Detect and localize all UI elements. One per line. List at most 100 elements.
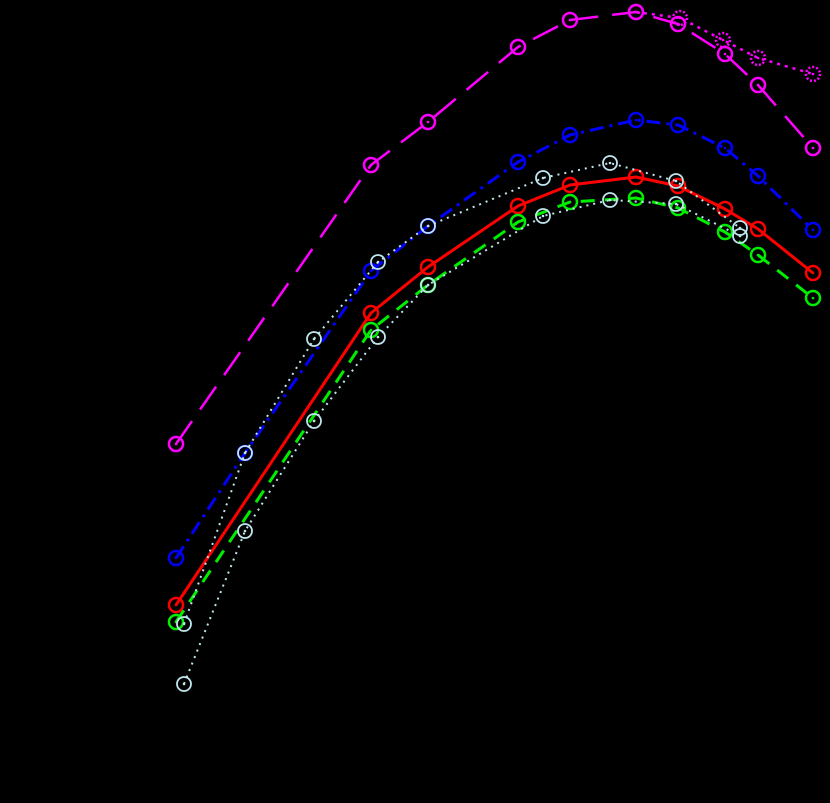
data-point-center bbox=[634, 10, 638, 14]
data-point-marker bbox=[419, 113, 437, 131]
data-point-marker bbox=[668, 196, 684, 212]
data-point-center bbox=[756, 253, 760, 257]
data-point-center bbox=[174, 442, 178, 446]
data-point-center bbox=[756, 83, 760, 87]
data-point-center bbox=[674, 202, 678, 206]
data-point-center bbox=[516, 45, 520, 49]
data-point-center bbox=[568, 200, 572, 204]
data-point-center bbox=[721, 38, 725, 42]
data-point-marker bbox=[370, 329, 386, 345]
data-point-center bbox=[678, 16, 682, 20]
data-point-marker bbox=[627, 168, 645, 186]
series-lightblue-dotted-lower bbox=[176, 192, 748, 692]
data-point-marker bbox=[167, 596, 185, 614]
data-point-marker bbox=[509, 38, 527, 56]
data-point-marker bbox=[804, 65, 822, 83]
data-point-marker bbox=[370, 254, 386, 270]
data-point-center bbox=[811, 72, 815, 76]
series-blue-dashdot bbox=[167, 111, 822, 567]
data-point-marker bbox=[237, 445, 253, 461]
data-point-center bbox=[676, 123, 680, 127]
series-line bbox=[174, 175, 814, 606]
data-point-center bbox=[608, 198, 612, 202]
data-point-center bbox=[723, 146, 727, 150]
data-point-center bbox=[376, 260, 380, 264]
data-point-marker bbox=[362, 156, 380, 174]
data-point-marker bbox=[306, 413, 322, 429]
data-point-center bbox=[243, 529, 247, 533]
data-point-center bbox=[243, 451, 247, 455]
data-point-marker bbox=[419, 258, 437, 276]
data-point-marker bbox=[306, 331, 322, 347]
data-point-marker bbox=[732, 228, 748, 244]
data-point-center bbox=[541, 176, 545, 180]
data-point-marker bbox=[716, 223, 734, 241]
data-point-marker bbox=[749, 167, 767, 185]
data-point-marker bbox=[627, 189, 645, 207]
data-point-center bbox=[312, 337, 316, 341]
data-point-marker bbox=[561, 126, 579, 144]
data-point-marker bbox=[627, 111, 645, 129]
data-point-center bbox=[426, 265, 430, 269]
data-point-center bbox=[811, 271, 815, 275]
data-point-marker bbox=[561, 176, 579, 194]
data-point-marker bbox=[602, 192, 618, 208]
series-layer bbox=[167, 3, 822, 692]
data-point-marker bbox=[602, 155, 618, 171]
series-lightblue-dotted-upper bbox=[176, 155, 748, 632]
data-point-center bbox=[541, 214, 545, 218]
data-point-marker bbox=[561, 193, 579, 211]
data-point-center bbox=[568, 133, 572, 137]
data-point-marker bbox=[804, 221, 822, 239]
data-point-marker bbox=[420, 218, 436, 234]
data-point-center bbox=[608, 161, 612, 165]
data-point-center bbox=[723, 230, 727, 234]
data-point-center bbox=[568, 183, 572, 187]
data-point-center bbox=[182, 622, 186, 626]
data-point-marker bbox=[671, 9, 689, 27]
data-point-marker bbox=[749, 76, 767, 94]
data-point-center bbox=[174, 603, 178, 607]
data-point-marker bbox=[535, 170, 551, 186]
data-point-center bbox=[634, 118, 638, 122]
data-point-center bbox=[568, 18, 572, 22]
data-point-marker bbox=[167, 435, 185, 453]
data-point-marker bbox=[804, 289, 822, 307]
data-point-marker bbox=[561, 11, 579, 29]
data-point-center bbox=[811, 296, 815, 300]
data-point-center bbox=[674, 179, 678, 183]
data-point-marker bbox=[362, 304, 380, 322]
data-point-center bbox=[426, 224, 430, 228]
data-point-center bbox=[811, 146, 815, 150]
data-point-center bbox=[756, 174, 760, 178]
data-point-marker bbox=[237, 523, 253, 539]
data-point-center bbox=[369, 269, 373, 273]
data-point-marker bbox=[509, 197, 527, 215]
data-point-center bbox=[516, 220, 520, 224]
data-point-center bbox=[676, 206, 680, 210]
data-point-marker bbox=[509, 213, 527, 231]
data-point-marker bbox=[804, 139, 822, 157]
data-point-center bbox=[811, 228, 815, 232]
data-point-marker bbox=[509, 153, 527, 171]
series-magenta-dotted bbox=[627, 3, 822, 83]
data-point-marker bbox=[804, 264, 822, 282]
data-point-marker bbox=[167, 549, 185, 567]
data-point-marker bbox=[420, 277, 436, 293]
data-point-center bbox=[756, 56, 760, 60]
data-point-marker bbox=[627, 3, 645, 21]
series-line bbox=[174, 10, 814, 445]
data-point-center bbox=[634, 175, 638, 179]
data-point-center bbox=[369, 163, 373, 167]
data-point-marker bbox=[749, 246, 767, 264]
data-point-marker bbox=[176, 616, 192, 632]
data-point-marker bbox=[749, 220, 767, 238]
data-point-marker bbox=[669, 116, 687, 134]
data-point-center bbox=[516, 160, 520, 164]
data-point-center bbox=[426, 120, 430, 124]
data-point-center bbox=[312, 419, 316, 423]
data-point-center bbox=[369, 328, 373, 332]
data-point-marker bbox=[714, 31, 732, 49]
